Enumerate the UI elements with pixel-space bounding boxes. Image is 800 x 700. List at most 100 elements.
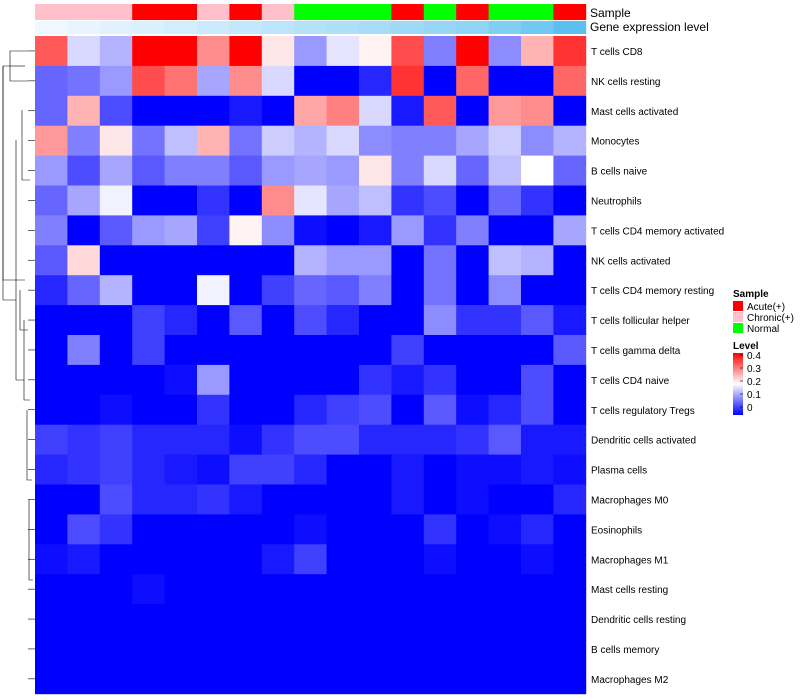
heatmap-cell — [132, 185, 165, 216]
heatmap-cell — [197, 364, 230, 396]
heatmap-cell — [359, 604, 392, 635]
heatmap-cell — [391, 215, 425, 246]
heatmap-cell — [423, 634, 457, 665]
heatmap-cell — [488, 484, 522, 515]
heatmap-cell — [326, 155, 360, 186]
heatmap-cell — [456, 424, 489, 455]
heatmap-cell — [521, 305, 554, 336]
gene-expression-cell — [456, 21, 489, 34]
heatmap-cell — [35, 95, 68, 127]
heatmap-cell — [423, 65, 457, 97]
sample-annotation-cell — [359, 4, 392, 20]
heatmap-cell — [488, 185, 522, 216]
heatmap-cell — [391, 305, 425, 336]
heatmap-cell — [521, 454, 554, 485]
heatmap-cell — [326, 335, 360, 366]
heatmap-cell — [99, 155, 133, 186]
heatmap-cell — [35, 424, 68, 455]
heatmap-cell — [164, 604, 198, 635]
heatmap-cell — [35, 544, 68, 575]
heatmap-cell — [326, 185, 360, 216]
gene-expression-cell — [132, 21, 165, 34]
gene-expression-cell — [164, 21, 198, 34]
heatmap-cell — [488, 305, 522, 336]
heatmap-cell — [164, 663, 198, 695]
dendrogram-branch — [19, 290, 28, 331]
heatmap-cell — [294, 65, 327, 97]
heatmap-cell — [294, 275, 327, 306]
heatmap-cell — [164, 36, 198, 67]
gene-expression-cell — [99, 21, 133, 34]
heatmap-cell — [456, 305, 489, 336]
heatmap-cell — [35, 275, 68, 306]
heatmap-cell — [326, 364, 360, 396]
heatmap-cell — [294, 394, 327, 426]
heatmap-cell — [197, 36, 230, 67]
heatmap-cell — [456, 275, 489, 306]
heatmap-cell — [164, 245, 198, 276]
heatmap-cell — [423, 514, 457, 545]
heatmap-cell — [521, 95, 554, 127]
heatmap-cell — [521, 514, 554, 545]
row-label: NK cells resting — [591, 77, 660, 88]
sample-annotation-bar — [35, 4, 587, 20]
dendrogram-branch — [23, 320, 30, 401]
heatmap-cell — [67, 424, 101, 455]
heatmap-cell — [456, 125, 489, 156]
heatmap-cell — [391, 424, 425, 455]
sample-annotation-cell — [326, 4, 360, 20]
heatmap-cell — [488, 364, 522, 396]
gene-expression-cell — [326, 21, 360, 34]
heatmap-cell — [197, 484, 230, 515]
heatmap-cell — [359, 634, 392, 665]
heatmap-cell — [164, 634, 198, 665]
heatmap-cell — [35, 65, 68, 97]
heatmap-cell — [164, 125, 198, 156]
heatmap-cell — [391, 514, 425, 545]
heatmap-cell — [294, 484, 327, 515]
gene-expression-cell — [553, 21, 587, 34]
heatmap-cell — [229, 245, 263, 276]
heatmap-cell — [261, 155, 295, 186]
heatmap-cell — [488, 574, 522, 605]
heatmap-cell — [229, 95, 263, 127]
heatmap-cell — [35, 36, 68, 67]
heatmap-cell — [521, 36, 554, 67]
heatmap-cell — [359, 394, 392, 426]
row-label: Monocytes — [591, 137, 639, 148]
heatmap-cell — [261, 484, 295, 515]
heatmap-cell — [294, 36, 327, 67]
heatmap-cell — [521, 663, 554, 695]
heatmap-cell — [99, 394, 133, 426]
heatmap-cell — [423, 36, 457, 67]
heatmap-cell — [229, 544, 263, 575]
sample-annotation-cell — [229, 4, 263, 20]
heatmap-cell — [553, 663, 587, 695]
heatmap-cell — [67, 394, 101, 426]
dendrogram-branch — [26, 410, 32, 481]
sample-annotation-label: Sample — [590, 6, 631, 20]
heatmap-cell — [488, 95, 522, 127]
row-label: Macrophages M1 — [591, 555, 669, 566]
row-label: Eosinophils — [591, 525, 642, 536]
heatmap-cell — [67, 514, 101, 545]
level-tick-label: 0.4 — [747, 351, 761, 362]
sample-annotation-cell — [164, 4, 198, 20]
heatmap-cell — [521, 364, 554, 396]
heatmap-cell — [553, 245, 587, 276]
heatmap-cell — [67, 663, 101, 695]
heatmap-cell — [197, 215, 230, 246]
heatmap-cell — [456, 394, 489, 426]
heatmap-cell — [553, 125, 587, 156]
heatmap-cell — [132, 544, 165, 575]
heatmap-cell — [456, 514, 489, 545]
heatmap-cell — [488, 604, 522, 635]
heatmap-cell — [553, 394, 587, 426]
heatmap-cell — [132, 634, 165, 665]
heatmap-cell — [99, 514, 133, 545]
heatmap-cell — [164, 335, 198, 366]
gene-expression-cell — [521, 21, 554, 34]
sample-annotation-cell — [197, 4, 230, 20]
heatmap-cell — [359, 663, 392, 695]
